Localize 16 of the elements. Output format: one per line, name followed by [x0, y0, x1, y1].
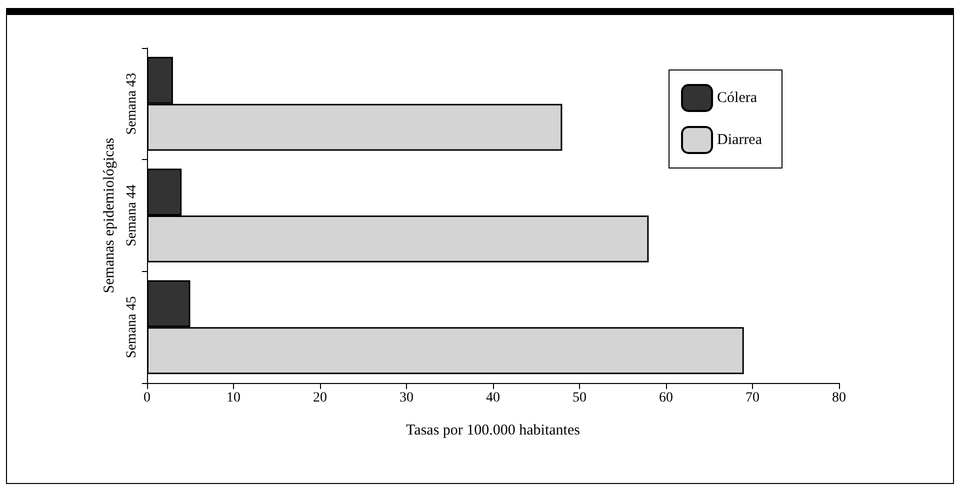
- x-tick-label: 20: [313, 390, 327, 406]
- x-tick-label: 0: [144, 390, 150, 406]
- y-tick-label: Semana 45: [124, 296, 140, 358]
- x-tick-label: 70: [746, 390, 760, 406]
- y-tick-label: Semana 43: [124, 72, 140, 135]
- x-axis-title: Tasas por 100.000 habitantes: [406, 422, 580, 438]
- legend-label: Cólera: [717, 90, 758, 106]
- x-tick-label: 60: [659, 390, 673, 406]
- y-tick-label: Semana 44: [124, 184, 140, 246]
- legend-label: Diarrea: [717, 132, 762, 148]
- x-tick-label: 80: [832, 390, 846, 406]
- x-tick-label: 50: [572, 390, 586, 406]
- y-axis-title: Semanas epidemiológicas: [102, 138, 118, 294]
- x-tick-label: 10: [226, 390, 240, 406]
- x-tick-label: 40: [486, 390, 500, 406]
- x-tick-label: 30: [400, 390, 414, 406]
